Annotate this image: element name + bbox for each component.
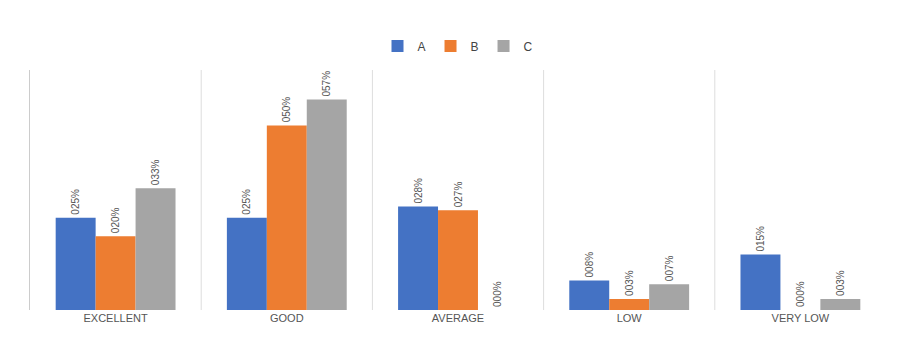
svg-text:020%: 020%: [110, 207, 121, 233]
svg-text:000%: 000%: [492, 281, 503, 307]
svg-text:003%: 003%: [624, 270, 635, 296]
svg-text:025%: 025%: [70, 189, 81, 215]
svg-text:057%: 057%: [321, 71, 332, 97]
svg-text:003%: 003%: [835, 270, 846, 296]
svg-text:015%: 015%: [755, 226, 766, 252]
svg-text:VERY LOW: VERY LOW: [772, 312, 830, 324]
svg-text:B: B: [471, 40, 479, 54]
svg-text:AVERAGE: AVERAGE: [432, 312, 484, 324]
svg-text:C: C: [524, 40, 533, 54]
svg-text:LOW: LOW: [617, 312, 643, 324]
svg-text:025%: 025%: [241, 189, 252, 215]
svg-text:GOOD: GOOD: [270, 312, 304, 324]
svg-text:007%: 007%: [664, 255, 675, 281]
svg-text:000%: 000%: [795, 281, 806, 307]
svg-text:050%: 050%: [281, 97, 292, 123]
svg-text:028%: 028%: [413, 178, 424, 204]
svg-text:027%: 027%: [453, 182, 464, 208]
svg-text:A: A: [418, 40, 426, 54]
svg-text:008%: 008%: [584, 252, 595, 278]
svg-text:033%: 033%: [150, 159, 161, 185]
svg-text:EXCELLENT: EXCELLENT: [83, 312, 147, 324]
